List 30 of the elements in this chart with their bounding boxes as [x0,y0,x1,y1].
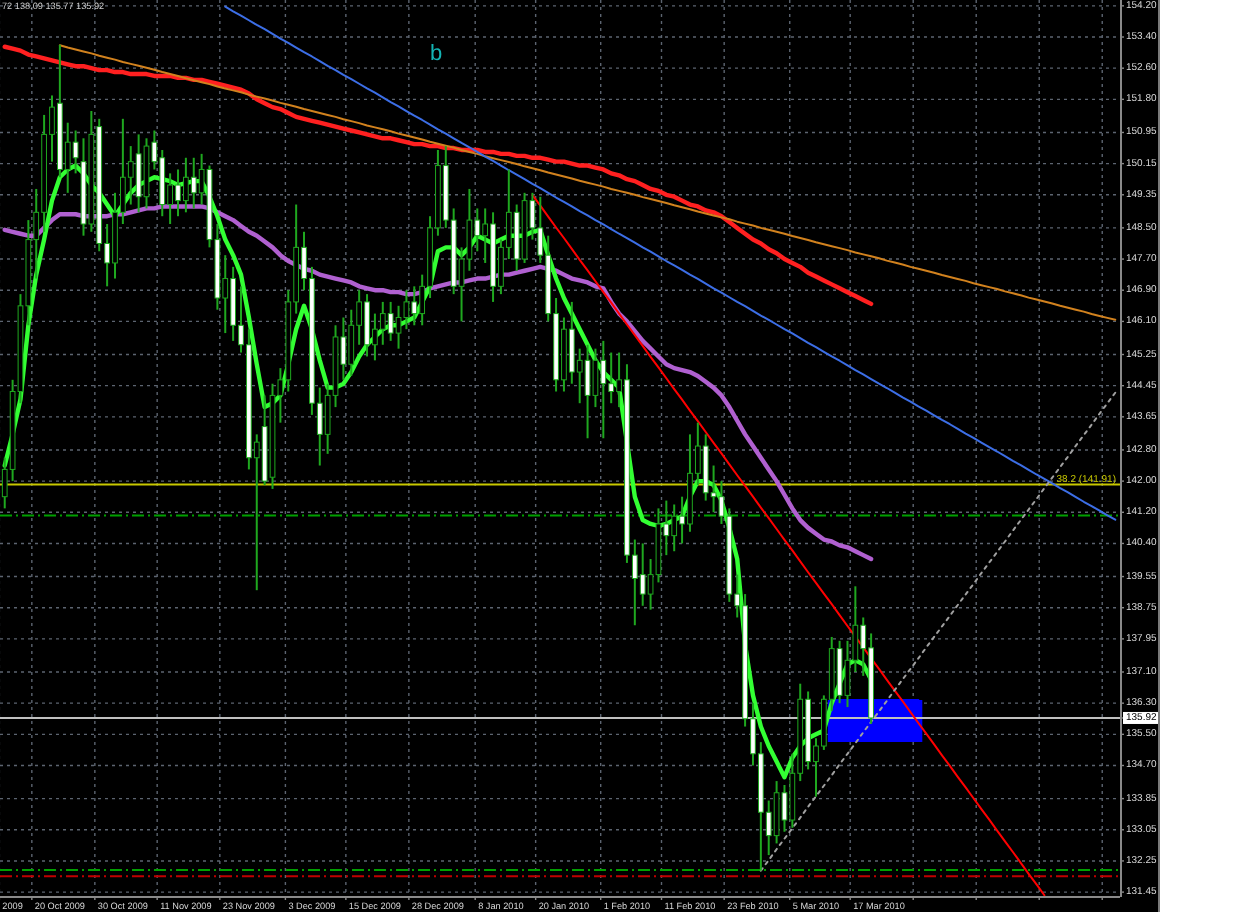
line-series [531,194,1046,896]
candlestick [671,503,678,553]
candlestick [592,347,599,409]
candlestick [584,343,591,440]
candlestick [513,203,520,272]
candlestick [159,148,166,218]
line-series [58,44,1117,321]
candlestick [474,207,481,253]
candlestick [600,339,607,440]
candlestick [379,300,386,346]
candlestick [773,780,780,845]
candlestick [135,133,142,214]
candlestick [175,168,181,218]
line-series [224,5,1117,521]
candlestick [702,433,709,502]
annotation: b [429,42,443,66]
candlestick [836,639,843,705]
candlestick [608,351,615,405]
line-series [759,391,1117,872]
candlestick [190,156,197,210]
candlestick [127,145,134,206]
candlestick [230,265,236,342]
candlestick [411,285,418,327]
candlestick [568,300,575,385]
candlestick [183,156,189,214]
candlestick [364,293,370,358]
candlestick [387,300,394,342]
candlestick [639,542,646,607]
candlestick [348,308,355,377]
line-series [2,44,874,307]
